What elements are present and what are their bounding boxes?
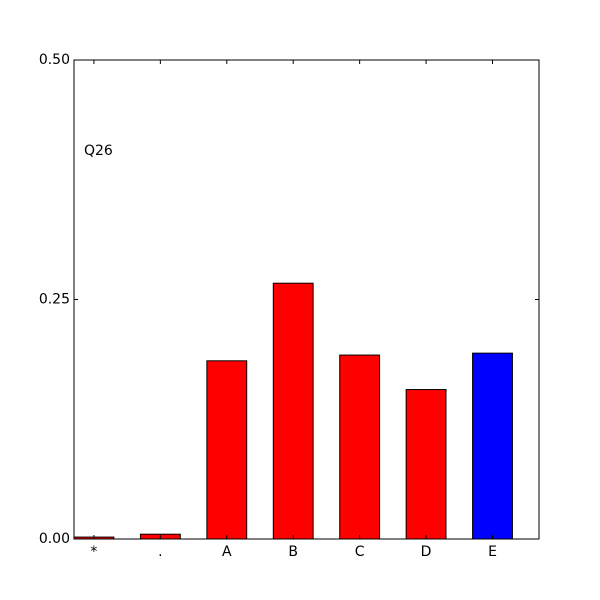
bar: [405, 389, 447, 540]
bar: [339, 354, 381, 540]
x-tick-label: .: [158, 544, 162, 560]
y-tick-label: 0.50: [39, 52, 70, 68]
annotation: Q26: [84, 143, 113, 159]
x-tick-label: *: [90, 544, 97, 560]
x-tick-label: D: [421, 544, 432, 560]
x-tick-label: C: [355, 544, 365, 560]
plot-frame: [73, 59, 540, 540]
bar: [272, 282, 314, 540]
y-tick-label: 0.00: [39, 531, 70, 547]
x-tick-label: B: [288, 544, 298, 560]
x-tick-label: E: [488, 544, 497, 560]
y-tick-label: 0.25: [39, 292, 70, 308]
x-tick-label: A: [222, 544, 232, 560]
bar: [472, 352, 513, 540]
bar: [206, 360, 248, 540]
